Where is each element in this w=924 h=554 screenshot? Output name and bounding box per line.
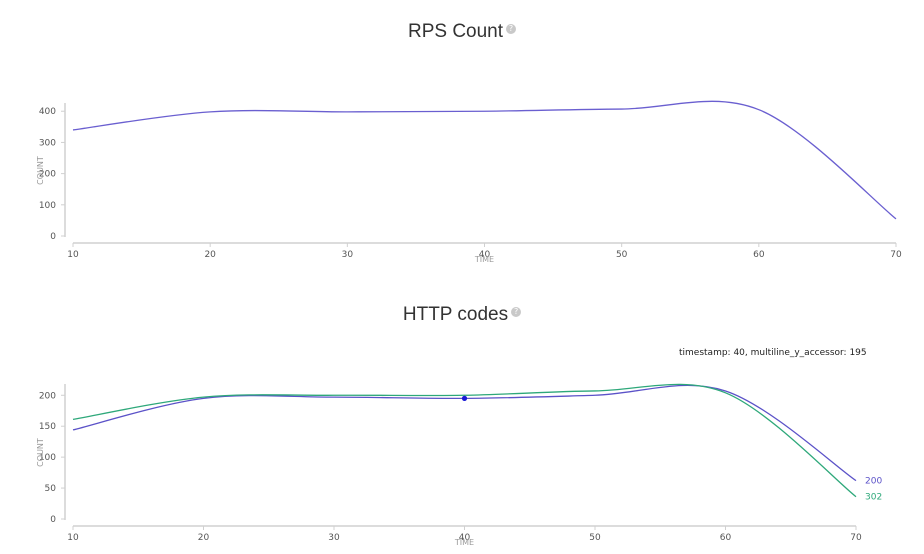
rps-y-tick-label: 200 xyxy=(39,170,56,180)
http-y-tick-label: 100 xyxy=(39,453,56,463)
http-y-tick-label: 150 xyxy=(39,422,56,432)
rps-x-tick-label: 60 xyxy=(753,250,765,260)
http-x-tick-label: 30 xyxy=(328,533,340,543)
http-highlight-point[interactable] xyxy=(461,395,468,401)
rps-x-tick-label: 40 xyxy=(479,250,491,260)
http-x-axis-title: TIME xyxy=(454,538,474,547)
http-chart-title-text: HTTP codes xyxy=(402,304,509,325)
rps-x-tick-label: 70 xyxy=(890,250,902,260)
http-chart-svg: 10 20 30 40 50 60 70 0 50 100 150 200 TIME COUNT 200 30… xyxy=(36,383,882,547)
rps-y-tick-label: 0 xyxy=(50,232,56,242)
question-icon[interactable]: ? xyxy=(511,307,522,317)
rps-count-chart: RPS Count? 10 20 30 40 50 60 70 0 100 200 300 400 TI… xyxy=(0,21,924,264)
rps-y-axis-title: COUNT xyxy=(36,156,45,185)
http-codes-chart: HTTP codes? timestamp: 40, multiline_y_a… xyxy=(0,283,924,554)
rps-x-tick-label: 20 xyxy=(204,250,216,260)
rps-y-tick-label: 400 xyxy=(39,107,56,117)
rps-y-tick-label: 100 xyxy=(39,201,56,211)
http-y-tick-label: 50 xyxy=(45,484,57,494)
rps-x-axis-title: TIME xyxy=(474,255,494,264)
rps-x-tick-label: 50 xyxy=(616,250,628,260)
http-x-tick-label: 20 xyxy=(198,533,210,543)
http-chart-title: HTTP codes? xyxy=(0,304,924,326)
http-y-axis-title: COUNT xyxy=(36,438,45,467)
http-x-tick-label: 70 xyxy=(850,533,862,543)
http-series-label-302: 302 xyxy=(865,493,882,503)
http-y-tick-label: 0 xyxy=(50,515,56,525)
http-x-tick-label: 60 xyxy=(720,533,732,543)
http-series-label-200: 200 xyxy=(865,477,882,487)
rps-chart-title: RPS Count? xyxy=(0,21,924,43)
rps-x-tick-label: 10 xyxy=(67,250,79,260)
rps-x-tick-label: 30 xyxy=(342,250,354,260)
rps-y-tick-label: 300 xyxy=(39,138,56,148)
http-series-line-302 xyxy=(72,383,857,498)
rps-chart-title-text: RPS Count xyxy=(407,21,504,42)
http-y-tick-label: 200 xyxy=(39,391,56,401)
http-x-tick-label: 50 xyxy=(589,533,601,543)
question-icon[interactable]: ? xyxy=(506,24,517,34)
http-x-tick-label: 10 xyxy=(67,533,79,543)
http-x-tick-label: 40 xyxy=(459,533,471,543)
hover-tooltip: timestamp: 40, multiline_y_accessor: 195 xyxy=(679,348,867,358)
rps-chart-svg: 10 20 30 40 50 60 70 0 100 200 300 400 TIME COUNT xyxy=(36,100,902,264)
rps-series-line xyxy=(72,100,897,220)
